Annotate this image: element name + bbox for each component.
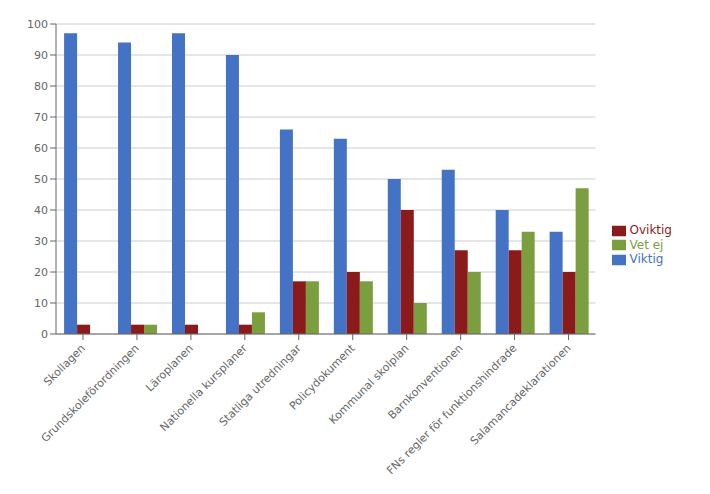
svg-text:60: 60 (34, 142, 48, 155)
svg-text:80: 80 (34, 80, 48, 93)
svg-text:Kommunal skolplan: Kommunal skolplan (326, 341, 412, 427)
svg-text:10: 10 (34, 297, 48, 310)
svg-text:30: 30 (34, 235, 48, 248)
svg-text:90: 90 (34, 49, 48, 62)
svg-text:40: 40 (34, 204, 48, 217)
svg-text:FNs regler för funktionshindra: FNs regler för funktionshindrade (384, 341, 520, 477)
svg-text:Statliga utredningar: Statliga utredningar (217, 341, 304, 428)
svg-text:Nationella kursplaner: Nationella kursplaner (158, 341, 251, 434)
svg-text:Salamancadeklarationen: Salamancadeklarationen (468, 342, 574, 448)
svg-text:70: 70 (34, 111, 48, 124)
svg-text:Skollagen: Skollagen (41, 342, 88, 389)
svg-text:Grundskoleförordningen: Grundskoleförordningen (39, 342, 142, 445)
html-text:Viktig: Viktig (629, 252, 664, 267)
svg-text:100: 100 (27, 18, 48, 31)
html-text:Oviktig: Oviktig (629, 223, 672, 238)
svg-text:Barnkonventionen: Barnkonventionen (385, 341, 466, 422)
svg-text:0: 0 (41, 328, 48, 341)
svg-text:50: 50 (34, 173, 48, 186)
svg-text:20: 20 (34, 266, 48, 279)
svg-text:Policydokument: Policydokument (286, 341, 358, 413)
html-text:Vet ej: Vet ej (629, 237, 664, 252)
svg-text:Läroplanen: Läroplanen (143, 342, 196, 395)
